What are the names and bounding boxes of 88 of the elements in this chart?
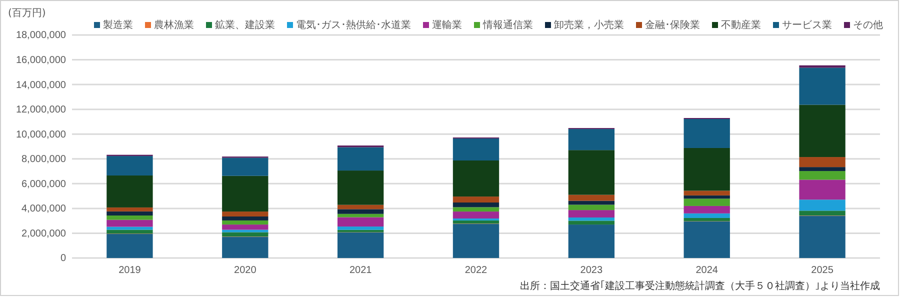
- bar: [684, 218, 730, 222]
- bar: [106, 226, 153, 230]
- y-axis-title: (百万円): [8, 8, 46, 19]
- y-tick-label: 18,000,000: [16, 30, 66, 42]
- bar: [684, 190, 730, 196]
- bar: [106, 220, 153, 227]
- x-tick-label: 2025: [811, 265, 834, 276]
- bar: [452, 138, 500, 160]
- x-tick-label: 2023: [580, 265, 603, 276]
- bar: [452, 212, 500, 218]
- bar: [106, 207, 153, 212]
- bar: [452, 160, 500, 197]
- bar: [222, 216, 268, 220]
- bar: [222, 224, 268, 230]
- y-tick-label: 8,000,000: [22, 154, 66, 166]
- bar: [568, 150, 615, 195]
- legend-label: 情報通信業: [482, 19, 533, 31]
- text: 出所：国土交通省｢建設工事受注動態統計調査（大手５０社調査）｣より当社作成: [520, 280, 880, 292]
- bar: [106, 211, 153, 216]
- bar: [222, 236, 268, 258]
- bar: [799, 167, 846, 172]
- bar: [452, 207, 500, 212]
- bar: [337, 170, 384, 205]
- bar: [568, 220, 615, 225]
- legend-label: 不動産業: [721, 19, 761, 31]
- legend-label: 金融･保険業: [645, 19, 700, 31]
- x-tick-label: 2021: [349, 265, 372, 276]
- bar: [452, 196, 500, 202]
- bar: [106, 175, 153, 208]
- x-tick-label: 2019: [118, 265, 142, 276]
- bar: [684, 118, 730, 148]
- bar: [106, 156, 153, 176]
- bar: [222, 212, 268, 216]
- legend-label: 運輸業: [432, 19, 462, 31]
- bar: [106, 216, 153, 220]
- y-tick-label: 12,000,000: [16, 104, 66, 116]
- legend-label: 卸売業，小売業: [554, 19, 624, 31]
- bar: [799, 210, 846, 216]
- bar: [222, 232, 268, 237]
- bar: [568, 129, 615, 150]
- y-tick-label: 16,000,000: [16, 54, 66, 66]
- bar: [799, 180, 846, 200]
- bar: [106, 230, 153, 234]
- bar: [799, 68, 846, 105]
- legend-label: 農林漁業: [154, 19, 194, 31]
- bar: [684, 198, 730, 206]
- bar: [222, 176, 268, 212]
- y-tick-label: 4,000,000: [22, 204, 66, 215]
- x-tick-label: 2024: [696, 265, 718, 276]
- y-tick-label: 14,000,000: [16, 80, 66, 91]
- x-tick-label: 2020: [234, 265, 257, 276]
- bar: [452, 202, 500, 208]
- bar: [684, 213, 730, 218]
- bar: [799, 157, 846, 168]
- bar: [799, 200, 846, 211]
- legend-label: サービス業: [782, 19, 832, 31]
- bar: [568, 210, 615, 218]
- legend-label: その他: [853, 19, 883, 31]
- bar: [222, 220, 268, 225]
- bar: [568, 224, 615, 258]
- y-tick-label: 2,000,000: [22, 228, 66, 240]
- bar: [684, 221, 730, 258]
- y-tick-label: 10,000,000: [16, 129, 66, 140]
- bar: [684, 195, 730, 199]
- bar: [799, 171, 846, 180]
- bar: [337, 209, 384, 214]
- bar: [337, 232, 384, 258]
- bar: [799, 104, 846, 158]
- bar: [684, 148, 730, 191]
- y-tick-label: 6,000,000: [22, 178, 66, 190]
- bar: [222, 158, 268, 176]
- bar: [799, 216, 846, 258]
- bar: [106, 234, 153, 258]
- bar: [452, 224, 500, 258]
- bar: [684, 206, 730, 214]
- legend-label: 製造業: [103, 19, 133, 31]
- bar: [337, 204, 384, 210]
- x-tick-label: 2022: [464, 265, 488, 276]
- bar: [337, 147, 384, 171]
- bar: [568, 217, 615, 221]
- y-tick-label: 0: [60, 253, 66, 264]
- bar: [337, 217, 384, 227]
- bar: [568, 204, 615, 210]
- bar: [568, 194, 615, 201]
- bar: [337, 226, 384, 230]
- legend-label: 電気･ガス･熱供給･水道業: [296, 19, 411, 31]
- legend-label: 鉱業、建設業: [215, 19, 275, 31]
- bar: [452, 220, 500, 224]
